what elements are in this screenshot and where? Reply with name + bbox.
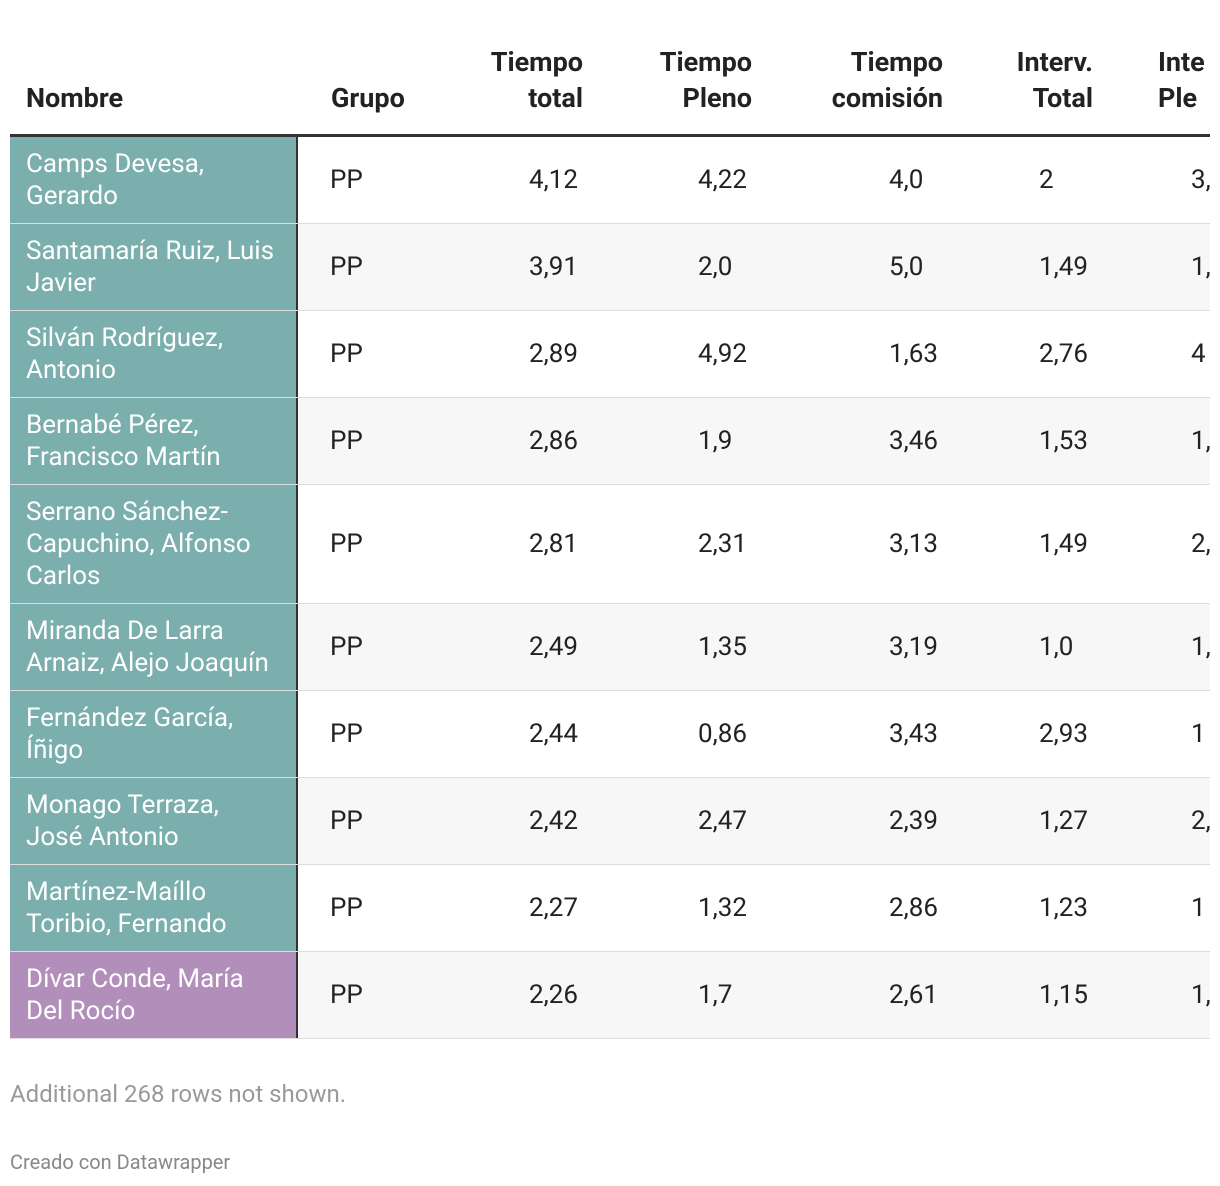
cell: 3,19 <box>889 632 938 662</box>
cell: 1 <box>1191 719 1206 749</box>
cell: 1,0 <box>1039 632 1074 662</box>
cell: 2,49 <box>529 632 578 662</box>
table-row: Miranda De Larra Arnaiz, Alejo Joaquín PP… <box>10 604 1210 691</box>
cell: 2,81 <box>529 529 578 559</box>
name-cell: Silván Rodríguez, Antonio <box>10 311 298 397</box>
cell: 1,27 <box>1039 806 1088 836</box>
cell: 2,89 <box>529 339 578 369</box>
cell: 1,35 <box>698 632 747 662</box>
table-row: Dívar Conde, María Del Rocío PP 2,26 1,7 2,6… <box>10 952 1210 1039</box>
cell: PP <box>330 252 363 282</box>
table-header: Nombre Grupo Tiempo total Tiempo Pleno Tiemp… <box>10 0 1210 137</box>
cell: 1,49 <box>1039 252 1088 282</box>
cell: 3,46 <box>889 426 938 456</box>
cell: 1,63 <box>889 339 938 369</box>
cell: PP <box>330 806 363 836</box>
table-body: Camps Devesa, Gerardo PP 4,12 4,22 4,0 2 3, San… <box>10 137 1210 1039</box>
cell: 1, <box>1191 426 1210 456</box>
name-cell: Monago Terraza, José Antonio <box>10 778 298 864</box>
cell: PP <box>330 426 363 456</box>
table-row: Serrano Sánchez-Capuchino, Alfonso Carlo… <box>10 485 1210 604</box>
cell: 2, <box>1191 529 1210 559</box>
cell: 2,0 <box>698 252 733 282</box>
cell: 1,49 <box>1039 529 1088 559</box>
cell: 4,0 <box>889 165 924 195</box>
cell: 2 <box>1039 165 1054 195</box>
column-header: Inte Ple <box>1158 46 1205 114</box>
cell: 2,76 <box>1039 339 1088 369</box>
name-cell: Santamaría Ruiz, Luis Javier <box>10 224 298 310</box>
cell: 5,0 <box>889 252 924 282</box>
cell: 1,7 <box>698 980 733 1010</box>
name-cell: Dívar Conde, María Del Rocío <box>10 952 298 1038</box>
cell: 2,93 <box>1039 719 1088 749</box>
cell: 2,26 <box>529 980 578 1010</box>
cell: 2,86 <box>529 426 578 456</box>
cell: PP <box>330 339 363 369</box>
cell: 2,44 <box>529 719 578 749</box>
name-cell: Serrano Sánchez-Capuchino, Alfonso Carlo… <box>10 485 298 603</box>
cell: 4,12 <box>529 165 578 195</box>
cell: PP <box>330 893 363 923</box>
name-cell: Bernabé Pérez, Francisco Martín <box>10 398 298 484</box>
name-cell: Camps Devesa, Gerardo <box>10 137 298 223</box>
cell: PP <box>330 980 363 1010</box>
cell: 2,42 <box>529 806 578 836</box>
cell: 3,43 <box>889 719 938 749</box>
cell: PP <box>330 719 363 749</box>
name-cell: Martínez-Maíllo Toribio, Fernando <box>10 865 298 951</box>
cell: 2, <box>1191 806 1210 836</box>
cell: 4 <box>1191 339 1206 369</box>
table-row: Camps Devesa, Gerardo PP 4,12 4,22 4,0 2 3, <box>10 137 1210 224</box>
cell: 1, <box>1191 632 1210 662</box>
cell: 0,86 <box>698 719 747 749</box>
cell: 2,86 <box>889 893 938 923</box>
table-row: Fernández García, Íñigo PP 2,44 0,86 3,43 2,9… <box>10 691 1210 778</box>
table-row: Silván Rodríguez, Antonio PP 2,89 4,92 1,63 2… <box>10 311 1210 398</box>
cell: 1, <box>1191 980 1210 1010</box>
column-header: Tiempo Pleno <box>659 46 752 114</box>
footer: Creado con Datawrapper <box>10 1150 231 1174</box>
cell: 1,15 <box>1039 980 1088 1010</box>
cell: 1,23 <box>1039 893 1088 923</box>
cell: PP <box>330 632 363 662</box>
cell: 2,39 <box>889 806 938 836</box>
cell: PP <box>330 165 363 195</box>
column-header: Interv. Total <box>1016 46 1093 114</box>
column-header: Nombre <box>26 82 124 114</box>
column-header: Tiempo total <box>490 46 583 114</box>
table-row: Bernabé Pérez, Francisco Martín PP 2,86 1,9… <box>10 398 1210 485</box>
table-row: Martínez-Maíllo Toribio, Fernando PP 2,27 1… <box>10 865 1210 952</box>
cell: 2,27 <box>529 893 578 923</box>
table-row: Santamaría Ruiz, Luis Javier PP 3,91 2,0 5,0… <box>10 224 1210 311</box>
cell: 1,32 <box>698 893 747 923</box>
cell: 1,9 <box>698 426 733 456</box>
cell: 3, <box>1191 165 1210 195</box>
cell: 4,92 <box>698 339 747 369</box>
cell: 1, <box>1191 252 1210 282</box>
name-cell: Miranda De Larra Arnaiz, Alejo Joaquín <box>10 604 298 690</box>
notes: Additional 268 rows not shown. <box>10 1080 347 1108</box>
table: Nombre Grupo Tiempo total Tiempo Pleno Tiemp… <box>10 0 1210 1039</box>
cell: 2,61 <box>889 980 938 1010</box>
cell: 2,31 <box>698 529 747 559</box>
column-header: Grupo <box>331 82 405 114</box>
cell: 1 <box>1191 893 1206 923</box>
cell: PP <box>330 529 363 559</box>
cell: 2,47 <box>698 806 747 836</box>
column-header: Tiempo comisión <box>831 46 943 114</box>
cell: 4,22 <box>698 165 747 195</box>
cell: 3,13 <box>889 529 938 559</box>
cell: 3,91 <box>529 252 578 282</box>
name-cell: Fernández García, Íñigo <box>10 691 298 777</box>
cell: 1,53 <box>1039 426 1088 456</box>
table-row: Monago Terraza, José Antonio PP 2,42 2,47 2,… <box>10 778 1210 865</box>
